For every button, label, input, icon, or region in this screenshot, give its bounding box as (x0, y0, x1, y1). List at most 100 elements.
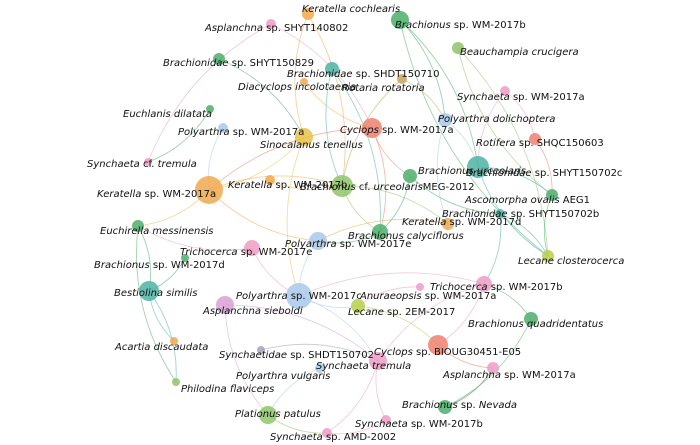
node (391, 11, 409, 29)
node (362, 118, 382, 138)
node (500, 86, 510, 96)
node (428, 335, 448, 355)
edge (326, 360, 379, 434)
edge (298, 272, 485, 297)
node-label: Rotaria rotatoria (342, 83, 425, 94)
node-label: Bestiolina similis (114, 288, 198, 299)
node (442, 218, 454, 230)
node-label: Polyarthra dolichoptera (438, 114, 555, 125)
node-label: Brachionus calyciflorus (348, 231, 464, 242)
node-label: Trichocerca sp. WM-2017e (180, 247, 312, 258)
node-label: Brachionus sp. Nevada (402, 400, 517, 411)
edge (137, 225, 253, 251)
edge (477, 166, 549, 257)
node-label: Cyclops sp. WM-2017a (340, 125, 454, 136)
edge (444, 318, 532, 408)
node-label: Lecane closterocerca (518, 256, 624, 267)
nodes (132, 8, 558, 438)
node (309, 232, 327, 250)
labels: Keratella cochlearis Asplanchna sp. SHYT1… (87, 4, 624, 443)
node-label: Brachionidae sp. SHYT150702c (466, 168, 622, 179)
node (467, 156, 489, 178)
node (369, 352, 387, 370)
node (295, 128, 313, 146)
node-label: Synchaeta tremula (316, 361, 411, 372)
node-label: Beauchampia crucigera (460, 47, 579, 58)
node-label: Asplanchna sp. SHYT140802 (204, 23, 348, 34)
node-label: Ascomorpha ovalis AEG1 (464, 195, 590, 206)
node (139, 281, 159, 301)
edge (499, 213, 549, 257)
node-label: Keratella cochlearis (302, 4, 400, 15)
edge (208, 175, 343, 191)
node-label: Synchaeta cf. tremula (87, 159, 197, 170)
node (302, 8, 314, 20)
node (487, 362, 499, 374)
edge (307, 13, 346, 187)
node (416, 283, 424, 291)
node-label: Trichocerca sp. WM-2017b (430, 282, 563, 293)
edge (377, 283, 485, 362)
node-label: Brachionidae sp. SHYT150829 (163, 58, 314, 69)
edge (224, 304, 379, 362)
edge (436, 119, 449, 225)
node (325, 62, 339, 76)
node-label: Plationus patulus (235, 409, 321, 420)
node-label: Rotifera sp. SHQC150603 (476, 138, 604, 149)
edge (208, 127, 373, 191)
node (213, 53, 225, 65)
node-label: Synchaeta sp. AMD-2002 (270, 432, 396, 443)
node-label: Keratella sp. WM-2017a (97, 189, 216, 200)
node (529, 133, 541, 145)
node-label: Brachionidae sp. SHDT150710 (287, 69, 440, 80)
node (244, 240, 260, 256)
node (351, 299, 365, 313)
node (372, 224, 388, 240)
node (524, 312, 538, 326)
node-label: Euchlanis dilatata (123, 109, 212, 120)
edge (326, 419, 387, 435)
edge (325, 68, 343, 187)
edge (409, 175, 501, 215)
node-label: Philodina flaviceps (181, 384, 274, 395)
node (542, 250, 554, 262)
edge (294, 13, 309, 138)
node-label: Synchaetidae sp. SHDT150702 (219, 350, 374, 361)
node-label: Brachionus sp. WM-2017d (94, 260, 225, 271)
edge (457, 47, 549, 257)
edge (147, 108, 211, 163)
node (206, 105, 214, 113)
edge (136, 225, 177, 383)
node (144, 158, 152, 166)
node (322, 428, 332, 438)
edge (399, 19, 479, 168)
edge (457, 47, 553, 196)
node-label: Polyarthra vulgaris (236, 371, 330, 382)
node-label: Polyarthra sp. WM-2017e (285, 239, 411, 250)
node (476, 276, 492, 292)
node (172, 378, 180, 386)
node-label: Cyclops sp. BIOUG30451-E05 (374, 347, 521, 358)
node (403, 169, 417, 183)
edge (218, 58, 305, 138)
node (438, 113, 452, 127)
node-label: Keratella sp. WM-2017d (402, 217, 521, 228)
node-label: Acartia discaudata (114, 342, 208, 353)
node (170, 337, 178, 345)
node (216, 296, 234, 314)
node (132, 220, 144, 232)
node (259, 406, 277, 424)
node (195, 176, 223, 204)
node-label: Brachionus urceolaris (418, 166, 526, 177)
node-label: Brachionus cf. urceolarisMEG-2012 (300, 182, 475, 193)
node-label: Brachionus sp. WM-2017b (395, 20, 526, 31)
node-label: Keratella sp. WM-2017b (228, 180, 347, 191)
node (265, 175, 275, 185)
node-label: Asplanchna sieboldi (202, 306, 303, 317)
edge (331, 68, 381, 233)
node (546, 189, 558, 201)
edge (148, 290, 177, 383)
edge (147, 23, 272, 163)
edge (208, 189, 319, 242)
node-label: Euchirella messinensis (100, 226, 214, 237)
